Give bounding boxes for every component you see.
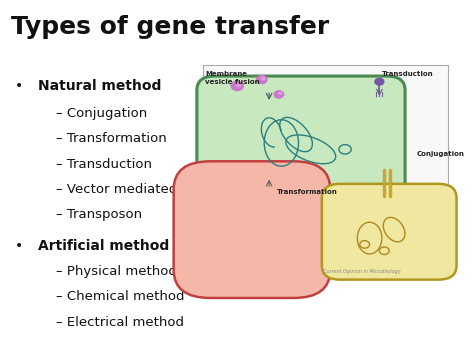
Text: – Vector mediated: – Vector mediated [56, 183, 178, 196]
FancyBboxPatch shape [203, 65, 448, 276]
FancyBboxPatch shape [322, 184, 456, 280]
Circle shape [375, 78, 384, 85]
Text: – Conjugation: – Conjugation [56, 107, 147, 120]
Circle shape [260, 76, 266, 81]
Text: – Transposon: – Transposon [56, 208, 143, 222]
Text: – Physical method: – Physical method [56, 265, 177, 278]
Circle shape [278, 92, 283, 95]
Text: Current Opinion in Microbiology: Current Opinion in Microbiology [323, 269, 401, 274]
Text: Artificial method: Artificial method [38, 239, 169, 253]
Circle shape [274, 91, 284, 98]
Text: Conjugation: Conjugation [416, 151, 464, 157]
Text: Natural method: Natural method [38, 79, 162, 93]
Text: – Transduction: – Transduction [56, 158, 152, 171]
Text: – Chemical method: – Chemical method [56, 290, 185, 303]
Text: Membrane
vesicle fusion: Membrane vesicle fusion [205, 71, 260, 84]
Circle shape [256, 75, 267, 84]
Text: •: • [15, 79, 23, 93]
Text: Types of gene transfer: Types of gene transfer [10, 16, 329, 39]
Circle shape [236, 82, 242, 87]
Text: Transduction: Transduction [382, 71, 433, 77]
Circle shape [231, 81, 243, 91]
FancyBboxPatch shape [197, 76, 405, 197]
Text: – Transformation: – Transformation [56, 132, 167, 146]
FancyBboxPatch shape [173, 161, 330, 298]
Text: •: • [15, 239, 23, 253]
Text: Transformation: Transformation [276, 190, 337, 196]
Text: – Electrical method: – Electrical method [56, 316, 184, 329]
